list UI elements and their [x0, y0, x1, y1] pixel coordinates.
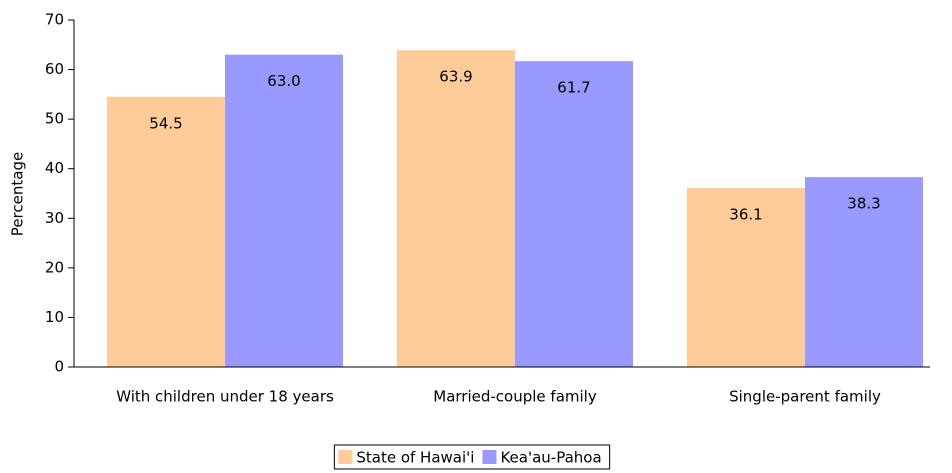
bar	[225, 54, 343, 367]
bar-value-label: 54.5	[149, 114, 182, 132]
bar	[515, 61, 633, 367]
bar	[687, 188, 805, 367]
y-tick-label: 60	[45, 60, 64, 78]
y-tick-label: 30	[45, 209, 64, 227]
y-tick-label: 40	[45, 159, 64, 177]
bar-value-label: 38.3	[847, 195, 880, 213]
x-tick-label: With children under 18 years	[116, 388, 334, 406]
legend-swatch	[338, 450, 353, 464]
x-tick-label: Married-couple family	[433, 388, 597, 406]
y-tick-label: 10	[45, 308, 64, 326]
bar	[805, 177, 923, 367]
y-axis-label: Percentage	[9, 152, 27, 236]
legend: State of Hawai'i Kea'au-Pahoa	[333, 444, 611, 470]
legend-label: State of Hawai'i	[356, 449, 474, 467]
bar-value-label: 61.7	[557, 79, 590, 97]
legend-label: Kea'au-Pahoa	[500, 449, 601, 467]
bar-value-label: 63.0	[267, 72, 300, 90]
y-tick-label: 70	[45, 11, 64, 29]
legend-swatch	[482, 450, 497, 464]
legend-box	[333, 444, 611, 470]
y-tick-label: 0	[54, 358, 64, 376]
y-tick-label: 20	[45, 258, 64, 276]
y-tick-label: 50	[45, 110, 64, 128]
bar-value-label: 63.9	[439, 68, 472, 86]
x-tick-label: Single-parent family	[729, 388, 881, 406]
bar	[397, 50, 515, 367]
bar-value-label: 36.1	[729, 206, 762, 224]
bar	[107, 96, 225, 367]
